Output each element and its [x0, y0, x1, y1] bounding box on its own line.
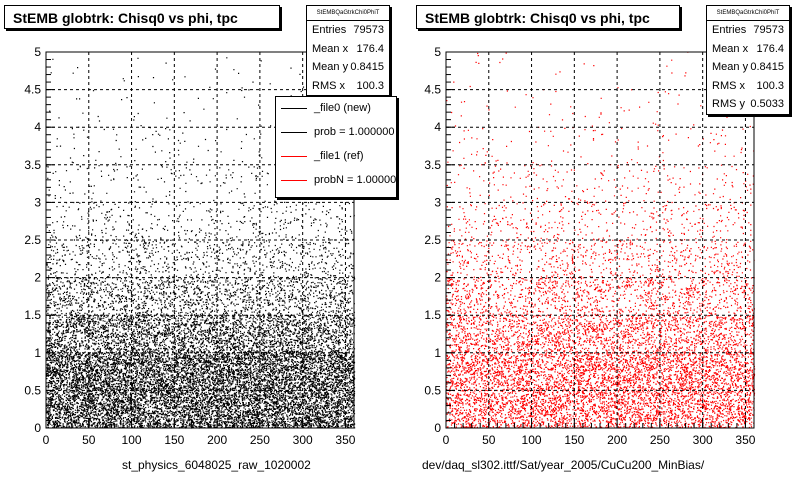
left-scatter-points	[46, 51, 356, 429]
right-scatter-band-0	[446, 389, 756, 429]
right-y-tick-label-2: 2	[434, 271, 441, 285]
right-y-tick-label-4: 4	[434, 120, 441, 134]
left-scatter-band-3	[46, 277, 356, 316]
right-y-tick-label-1: 1	[434, 346, 441, 360]
right-x-tick-label-0: 0	[443, 433, 450, 447]
left-y-tick-label-2.5: 2.5	[24, 233, 41, 247]
left-y-tick-label-1.5: 1.5	[24, 308, 41, 322]
right-stats-name: StEMBQaGtrkChi0PhiT	[707, 6, 789, 21]
left-x-tick-label-50: 50	[82, 433, 96, 447]
right-stats-row-entries: Entries 79573	[712, 24, 784, 36]
left-x-tick-label-300: 300	[293, 433, 313, 447]
left-stats-row-mean-y: Mean y 0.8415	[312, 61, 384, 73]
legend-entry-ref: _file1 (ref)	[276, 145, 396, 169]
left-x-tick-label-150: 150	[164, 433, 184, 447]
right-x-tick-label-100: 100	[522, 433, 542, 447]
right-y-tick-label-3.5: 3.5	[424, 158, 441, 172]
right-y-tick-label-3: 3	[434, 195, 441, 209]
right-chart-title: StEMB globtrk: Chisq0 vs phi, tpc	[416, 5, 680, 29]
left-stats-row-rms-x: RMS x 100.3	[312, 79, 384, 92]
legend-line-prob	[281, 132, 307, 134]
left-stats-row-entries: Entries 79573	[312, 24, 384, 36]
left-panel: 0 50 100 150 200 250 300 350 0 0.5 1 1.5 2 2.5 3 3.5 4 4.…	[4, 5, 397, 472]
left-x-tick-label-0: 0	[43, 433, 50, 447]
left-stats-row-mean-x: Mean x 176.4	[312, 42, 384, 55]
left-plot: 0 50 100 150 200 250 300 350 0 0.5 1 1.5 2 2.5 3 3.5 4 4.…	[24, 45, 356, 447]
left-x-tick-label-250: 250	[250, 433, 270, 447]
left-x-axis: 0 50 100 150 200 250 300 350	[43, 418, 356, 447]
right-y-tick-label-5: 5	[434, 45, 441, 59]
legend-line-probn	[281, 180, 307, 182]
left-y-tick-label-3.5: 3.5	[24, 158, 41, 172]
left-y-tick-label-3: 3	[34, 195, 41, 209]
left-scatter-band-2	[46, 314, 356, 354]
legend-entry-prob: prob = 1.000000	[276, 121, 396, 145]
right-x-axis: 0 50 100 150 200 250 300 350	[443, 418, 756, 447]
right-scatter-band-6	[446, 164, 754, 203]
right-scatter-band-2	[446, 314, 755, 354]
left-scatter-band-9	[50, 51, 337, 89]
right-stats-row-mean-x: Mean x 176.4	[712, 42, 784, 55]
left-y-tick-label-4: 4	[34, 120, 41, 134]
right-x-tick-label-350: 350	[735, 433, 755, 447]
right-scatter-band-9	[453, 51, 736, 89]
left-scatter-band-4	[46, 239, 355, 279]
right-y-tick-label-0: 0	[434, 421, 441, 435]
right-y-tick-label-4.5: 4.5	[424, 83, 441, 97]
legend-entry-new: _file0 (new)	[276, 97, 396, 121]
legend-box[interactable]: _file0 (new) prob = 1.000000 _file1 (ref…	[275, 96, 397, 198]
left-y-axis: 0 0.5 1 1.5 2 2.5 3 3.5 4 4.5 5	[24, 45, 55, 435]
left-x-axis-title: st_physics_6048025_raw_1020002	[122, 458, 311, 472]
right-scatter-band-5	[446, 201, 752, 241]
left-stats-name: StEMBQaGtrkChi0PhiT	[307, 6, 389, 21]
left-y-tick-label-4.5: 4.5	[24, 83, 41, 97]
right-y-tick-label-1.5: 1.5	[424, 308, 441, 322]
left-x-tick-label-350: 350	[335, 433, 355, 447]
left-x-tick-label-100: 100	[122, 433, 142, 447]
left-x-tick-label-200: 200	[207, 433, 227, 447]
legend-line-ref	[281, 156, 307, 158]
right-y-tick-label-0.5: 0.5	[424, 383, 441, 397]
right-x-tick-label-150: 150	[564, 433, 584, 447]
left-y-tick-label-2: 2	[34, 271, 41, 285]
right-plot: 0 50 100 150 200 250 300 350 0 0.5 1 1.5 2 2.5 3 3.5 4 4.…	[424, 45, 756, 447]
right-x-axis-title: dev/daq_sl302.ittf/Sat/year_2005/CuCu200…	[422, 458, 705, 472]
right-stats-row-rms-y: RMS y 0.5033	[712, 98, 784, 110]
right-scatter-band-4	[446, 239, 755, 279]
right-x-tick-label-300: 300	[693, 433, 713, 447]
right-scatter-band-7	[447, 126, 755, 166]
right-scatter-band-3	[446, 277, 755, 316]
right-scatter-band-1	[446, 352, 756, 391]
right-y-tick-label-2.5: 2.5	[424, 233, 441, 247]
right-stats-row-rms-x: RMS x 100.3	[712, 79, 784, 92]
left-y-tick-label-1: 1	[34, 346, 41, 360]
right-x-tick-label-50: 50	[482, 433, 496, 447]
right-panel: 0 50 100 150 200 250 300 350 0 0.5 1 1.5 2 2.5 3 3.5 4 4.…	[400, 0, 800, 480]
right-stats-row-mean-y: Mean y 0.8415	[712, 61, 784, 73]
legend-line-new	[281, 108, 307, 110]
left-y-tick-label-0: 0	[34, 421, 41, 435]
right-grid	[446, 52, 754, 428]
right-y-axis: 0 0.5 1 1.5 2 2.5 3 3.5 4 4.5 5	[424, 45, 455, 435]
left-chart-title: StEMB globtrk: Chisq0 vs phi, tpc	[4, 5, 280, 29]
left-scatter-band-1	[46, 352, 356, 391]
left-y-tick-label-0.5: 0.5	[24, 383, 41, 397]
right-x-tick-label-250: 250	[650, 433, 670, 447]
right-x-tick-label-200: 200	[607, 433, 627, 447]
left-scatter-band-0	[46, 389, 356, 429]
right-scatter-band-8	[446, 89, 751, 128]
legend-entry-probn: probN = 1.000000	[276, 169, 396, 193]
left-grid	[46, 52, 354, 428]
left-scatter-band-5	[46, 201, 355, 241]
left-y-tick-label-5: 5	[34, 45, 41, 59]
